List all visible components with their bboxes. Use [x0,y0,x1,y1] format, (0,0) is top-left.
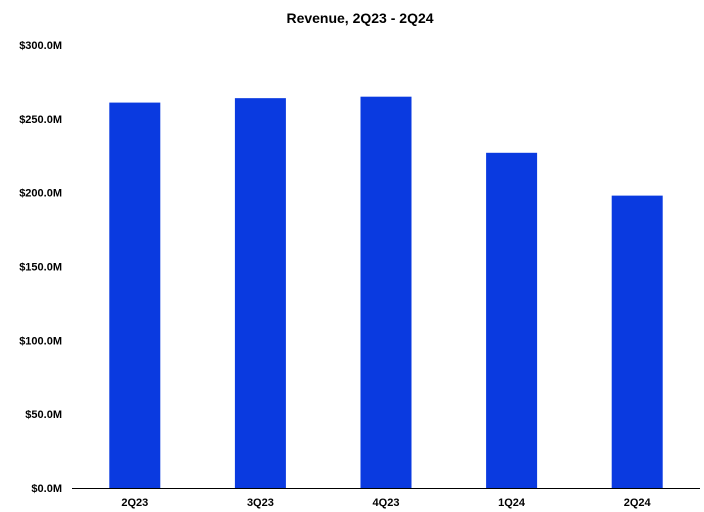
x-tick-label: 2Q23 [121,497,148,509]
x-axis-ticks: 2Q23 3Q23 4Q23 1Q24 2Q24 [121,497,651,509]
y-tick-label: $0.0M [31,483,62,495]
bar-4q23 [360,96,412,488]
y-tick-label: $250.0M [19,114,62,126]
y-axis-ticks: $0.0M $50.0M $100.0M $150.0M $200.0M $250.0M $… [19,40,62,495]
bars [109,96,663,488]
y-tick-label: $150.0M [19,262,62,274]
y-tick-label: $100.0M [19,335,62,347]
y-tick-label: $200.0M [19,188,62,200]
chart-title: Revenue, 2Q23 - 2Q24 [286,10,433,26]
x-tick-label: 3Q23 [247,497,274,509]
bar-3q23 [234,98,286,488]
bar-2q24 [611,195,663,488]
bar-2q23 [109,102,161,488]
bar-1q24 [486,152,538,488]
y-tick-label: $50.0M [25,409,62,421]
x-tick-label: 4Q23 [373,497,400,509]
x-tick-label: 1Q24 [498,497,526,509]
y-tick-label: $300.0M [19,40,62,52]
x-tick-label: 2Q24 [624,497,652,509]
